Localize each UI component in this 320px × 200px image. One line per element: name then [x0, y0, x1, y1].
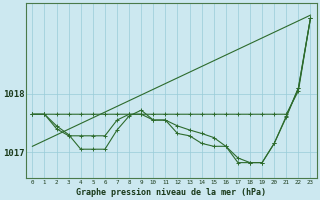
- X-axis label: Graphe pression niveau de la mer (hPa): Graphe pression niveau de la mer (hPa): [76, 188, 267, 197]
